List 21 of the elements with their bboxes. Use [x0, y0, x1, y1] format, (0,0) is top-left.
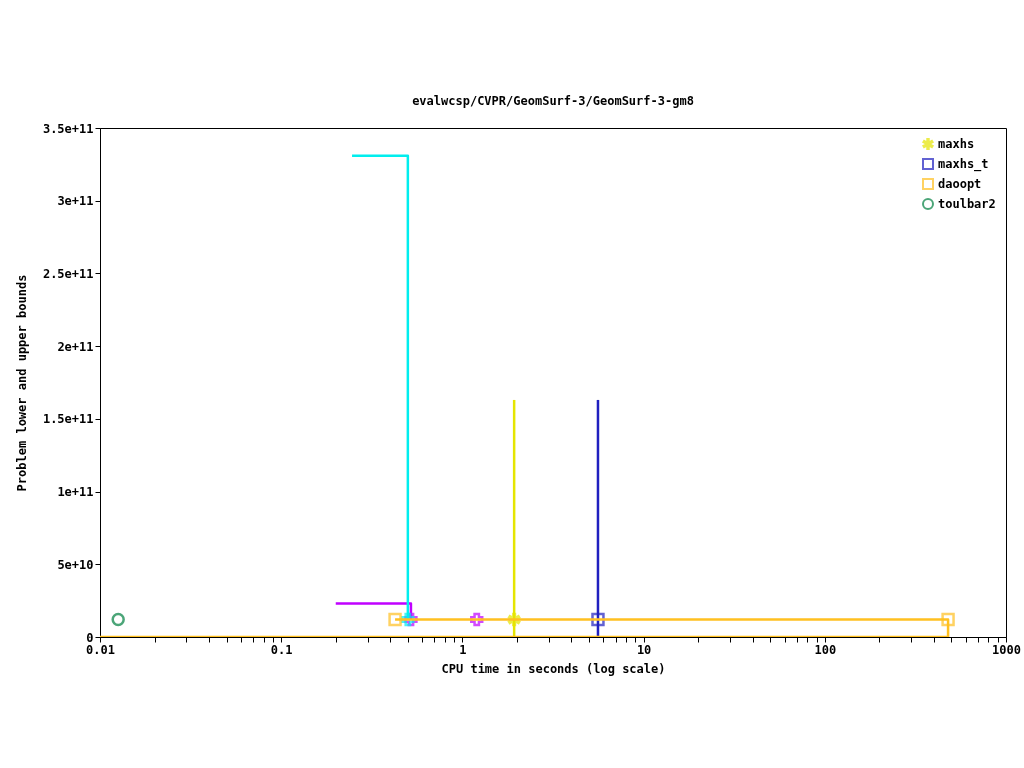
y-tick-label: 1.5e+11: [42, 412, 94, 427]
x-tick-label: 1000: [992, 642, 1021, 657]
y-tick-label: 0: [86, 630, 94, 645]
x-tick-label: 1: [459, 642, 467, 657]
y-tick-label: 5e+10: [57, 557, 94, 572]
x-tick-label: 0.1: [270, 642, 293, 657]
y-axis-title: Problem lower and upper bounds: [14, 274, 29, 492]
y-tick-label: 2.5e+11: [42, 266, 94, 281]
legend-label: toulbar2: [938, 197, 996, 211]
y-tick-label: 3e+11: [57, 194, 94, 209]
legend-label: maxhs: [938, 137, 975, 151]
legend-label: maxhs_t: [938, 157, 989, 172]
x-tick-label: 100: [814, 642, 837, 657]
y-tick-label: 1e+11: [57, 485, 94, 500]
chart-title: evalwcsp/CVPR/GeomSurf-3/GeomSurf-3-gm8: [412, 94, 694, 108]
x-axis-title: CPU time in seconds (log scale): [441, 661, 666, 676]
x-tick-label: 10: [636, 642, 652, 657]
y-tick-label: 3.5e+11: [42, 121, 94, 136]
legend-label: daoopt: [938, 177, 982, 191]
x-tick-label: 0.01: [86, 642, 115, 657]
y-tick-label: 2e+11: [57, 339, 94, 354]
